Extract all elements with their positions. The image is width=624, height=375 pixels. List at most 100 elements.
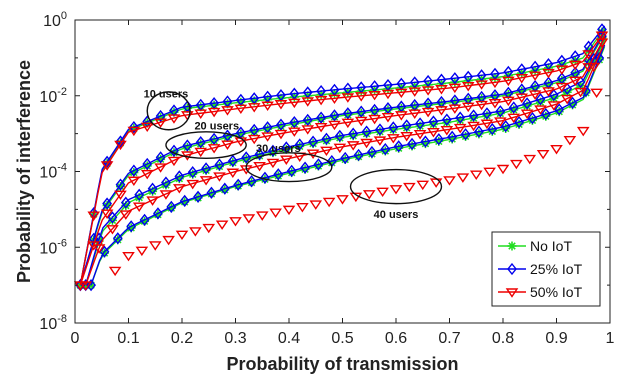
data-point [435, 85, 448, 95]
x-tick-label: 0.3 [224, 330, 246, 347]
data-point [261, 101, 274, 112]
data-point [114, 190, 127, 201]
data-point [140, 122, 154, 133]
y-tick-exp: -2 [57, 86, 67, 98]
data-point [469, 170, 483, 180]
data-point [522, 97, 532, 110]
data-point [329, 109, 340, 122]
data-point [174, 170, 185, 183]
data-point [214, 158, 225, 171]
data-point [388, 121, 399, 134]
data-point [368, 90, 381, 101]
data-point [376, 187, 389, 198]
data-point [468, 109, 479, 122]
data-point [301, 125, 315, 135]
data-point [115, 178, 126, 191]
data-point [341, 118, 355, 129]
data-point [495, 105, 506, 118]
data-point [120, 196, 131, 209]
y-tick-label: 100 [43, 10, 67, 30]
data-point [483, 167, 496, 178]
data-point [242, 214, 256, 224]
data-point [475, 80, 488, 90]
data-point [349, 192, 363, 203]
data-point [233, 178, 244, 191]
x-tick-label: 0 [71, 330, 80, 347]
data-point [126, 220, 137, 233]
data-point [508, 101, 519, 114]
data-point [440, 126, 454, 136]
data-point [255, 211, 269, 221]
x-tick-label: 0.8 [492, 330, 514, 347]
legend-entry: 50% IoT [498, 284, 583, 300]
series-line [79, 36, 606, 286]
data-point [515, 93, 529, 103]
data-point [333, 143, 347, 154]
data-point [403, 182, 416, 193]
annotation-label: 30 users [256, 143, 301, 155]
data-point [167, 114, 181, 124]
legend-entry: 25% IoT [498, 261, 583, 277]
data-point [268, 144, 278, 157]
data-point [527, 111, 538, 125]
data-point [567, 96, 578, 109]
data-point [523, 154, 537, 165]
legend-entry: No IoT [498, 238, 572, 254]
data-point [102, 197, 112, 210]
curves-layer [75, 24, 609, 292]
data-point [456, 173, 470, 183]
data-point [234, 104, 248, 115]
data-point [401, 119, 412, 132]
data-point [375, 123, 385, 136]
data-point [510, 159, 523, 170]
data-point [322, 197, 336, 208]
data-point [433, 133, 444, 146]
data-point [560, 94, 574, 105]
data-point [269, 208, 282, 218]
data-point [568, 76, 582, 87]
data-point [448, 104, 462, 114]
data-point [515, 74, 529, 84]
data-point [389, 185, 403, 195]
x-tick-label: 0.9 [545, 330, 567, 347]
data-point [476, 69, 487, 82]
data-point [226, 168, 240, 179]
data-point [153, 207, 163, 220]
annotation-ellipse [245, 152, 333, 183]
data-point [186, 179, 200, 190]
data-point [528, 71, 542, 81]
x-tick-label: 0.4 [278, 330, 300, 347]
data-point [140, 169, 154, 180]
data-point [247, 103, 261, 113]
data-point [193, 190, 203, 203]
data-point [576, 126, 590, 137]
data-point [354, 92, 368, 102]
y-tick-label: 10-2 [39, 86, 67, 106]
data-point [154, 118, 167, 128]
data-point [313, 158, 324, 171]
y-tick-base: 10 [39, 165, 57, 182]
data-point [416, 180, 430, 191]
x-tick-label: 0.2 [171, 330, 193, 347]
data-point [421, 86, 435, 96]
ticks-layer: 0 0.1 0.2 0.3 0.4 0.5 0.6 0.7 0.8 0.9 110-810-610-… [39, 10, 614, 347]
annotation-ellipse [349, 168, 443, 205]
y-tick-base: 10 [39, 89, 57, 106]
series-line [79, 31, 606, 286]
data-point [276, 118, 286, 131]
data-point [127, 176, 141, 187]
data-point [373, 136, 387, 146]
data-point [246, 175, 257, 188]
data-point [221, 140, 234, 150]
data-point [367, 145, 377, 159]
data-point [166, 200, 177, 213]
series-40-users-50-iot [110, 89, 603, 277]
data-point [502, 76, 515, 87]
data-point [441, 113, 452, 126]
annotation-ellipse [146, 91, 191, 131]
series-line [79, 32, 606, 286]
data-point [428, 115, 439, 128]
data-point [128, 164, 139, 177]
data-point [253, 161, 266, 172]
series-line [85, 39, 606, 286]
